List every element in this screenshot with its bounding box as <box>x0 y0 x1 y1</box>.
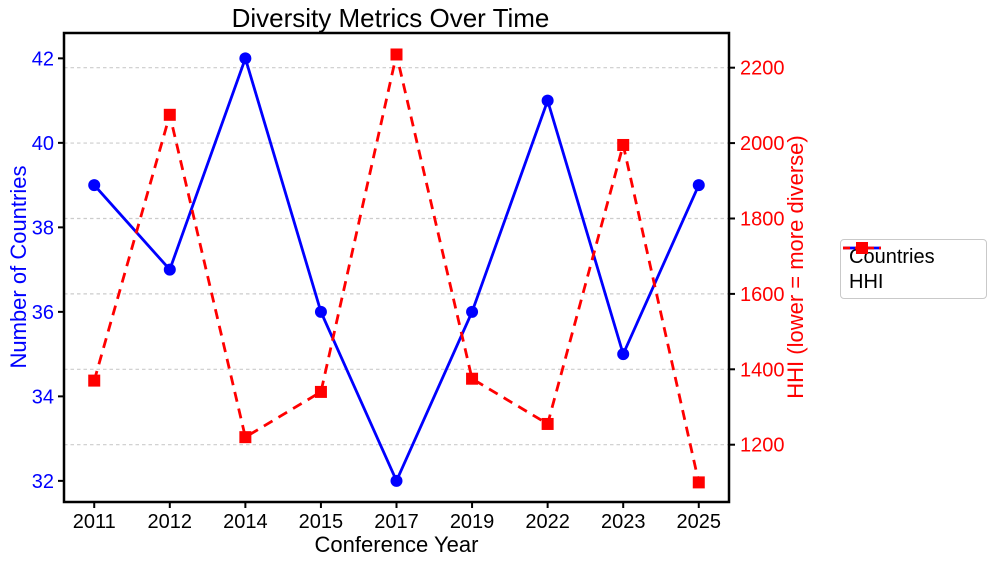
left-tick-label: 38 <box>32 217 54 239</box>
data-point-hhi <box>88 374 101 387</box>
chart-title: Diversity Metrics Over Time <box>231 3 550 33</box>
x-axis-label: Conference Year <box>314 532 479 557</box>
x-tick-label: 2014 <box>223 511 268 533</box>
data-point-hhi <box>466 372 479 385</box>
x-tick-label: 2011 <box>73 511 116 533</box>
data-point-hhi <box>163 108 176 121</box>
legend-label-hhi: HHI <box>849 270 884 293</box>
data-point-hhi <box>617 138 630 151</box>
data-point-countries <box>163 263 176 276</box>
data-point-countries <box>239 52 252 65</box>
data-point-hhi <box>692 476 705 489</box>
legend-label-countries: Countries <box>849 245 935 268</box>
data-point-hhi <box>390 48 403 61</box>
right-y-axis-label: HHI (lower = more diverse) <box>783 135 808 399</box>
x-tick-label: 2023 <box>601 511 646 533</box>
legend-item-hhi: HHI <box>843 242 978 293</box>
right-tick-label: 1400 <box>740 359 785 381</box>
right-tick-label: 1200 <box>740 435 785 457</box>
left-tick-label: 34 <box>32 386 54 408</box>
left-y-axis-label: Number of Countries <box>6 165 31 369</box>
x-tick-label: 2019 <box>450 511 495 533</box>
legend: Countries HHI <box>840 239 987 299</box>
left-tick-label: 32 <box>32 471 54 493</box>
data-point-countries <box>541 94 554 107</box>
data-point-countries <box>88 179 101 192</box>
series-line-countries <box>93 53 701 485</box>
right-tick-label: 2200 <box>740 58 785 80</box>
data-point-countries <box>692 179 705 192</box>
left-tick-label: 42 <box>32 48 54 70</box>
data-point-hhi <box>541 417 554 430</box>
left-tick-label: 36 <box>32 302 54 324</box>
left-tick-label: 40 <box>32 133 54 155</box>
right-tick-label: 2000 <box>740 133 785 155</box>
series-line-hhi <box>92 54 701 483</box>
x-tick-label: 2012 <box>148 511 193 533</box>
data-point-countries <box>466 305 479 318</box>
right-tick-label: 1600 <box>740 284 785 306</box>
data-point-countries <box>390 474 403 487</box>
data-point-countries <box>314 305 327 318</box>
x-tick-label: 2025 <box>677 511 722 533</box>
axes-spines <box>62 31 731 504</box>
x-tick-label: 2017 <box>374 511 419 533</box>
right-tick-label: 1800 <box>740 208 785 230</box>
x-tick-label: 2022 <box>525 511 570 533</box>
data-point-hhi <box>239 431 252 444</box>
data-point-hhi <box>314 385 327 398</box>
x-tick-label: 2015 <box>299 511 344 533</box>
data-point-countries <box>617 348 630 361</box>
legend-hhi-line-icon <box>843 242 881 254</box>
